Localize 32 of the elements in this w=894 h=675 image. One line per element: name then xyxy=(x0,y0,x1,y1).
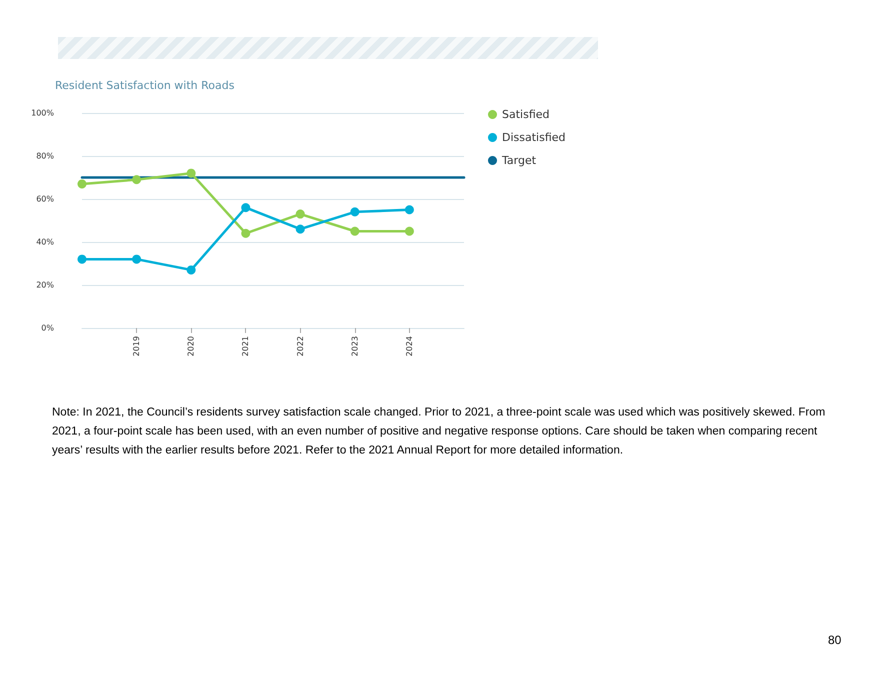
point xyxy=(404,205,414,214)
point xyxy=(350,226,360,236)
legend-label: Dissatisfied xyxy=(502,131,566,144)
point xyxy=(241,228,250,238)
point xyxy=(296,224,305,234)
y-tick-label: 40% xyxy=(36,238,54,246)
y-tick-label: 20% xyxy=(36,280,54,290)
y-tick-label: 80% xyxy=(36,152,54,160)
point xyxy=(132,175,142,184)
point xyxy=(350,207,360,216)
x-tick-label: 2021 xyxy=(241,336,250,356)
text: 80 xyxy=(828,633,842,647)
point xyxy=(78,254,86,264)
x-tick-label: 2019 xyxy=(132,336,142,356)
x-tick-label: 2022 xyxy=(296,336,305,356)
legend-label: Target xyxy=(501,154,537,167)
point xyxy=(186,168,196,178)
y-tick-label: 100% xyxy=(31,108,54,118)
point xyxy=(241,203,250,212)
y-tick-label: 60% xyxy=(36,194,54,204)
legend-label: Satisfied xyxy=(502,108,550,121)
y-tick-label: 0% xyxy=(41,324,54,332)
x-tick-label: 2020 xyxy=(186,336,196,356)
point xyxy=(132,254,142,264)
x-tick-label: 2023 xyxy=(350,336,360,356)
point xyxy=(186,265,196,274)
chart-title: Resident Satisfaction with Roads xyxy=(55,79,235,92)
text: Note: In 2021, the Council’s residents survey satisfaction scale changed. Prior to 2021, a three-point scale was used which was positively skewed. From 2021, a four-point scale has been used, with an even number of positive and negative response options. Care should be taken when comparing recent years’ results with the earlier results before 2021. Refer to the 2021 Annual Report for more detailed information. xyxy=(52,406,828,456)
point xyxy=(404,226,414,236)
point xyxy=(78,179,86,188)
x-tick-label: 2024 xyxy=(404,336,414,356)
point xyxy=(296,210,305,219)
